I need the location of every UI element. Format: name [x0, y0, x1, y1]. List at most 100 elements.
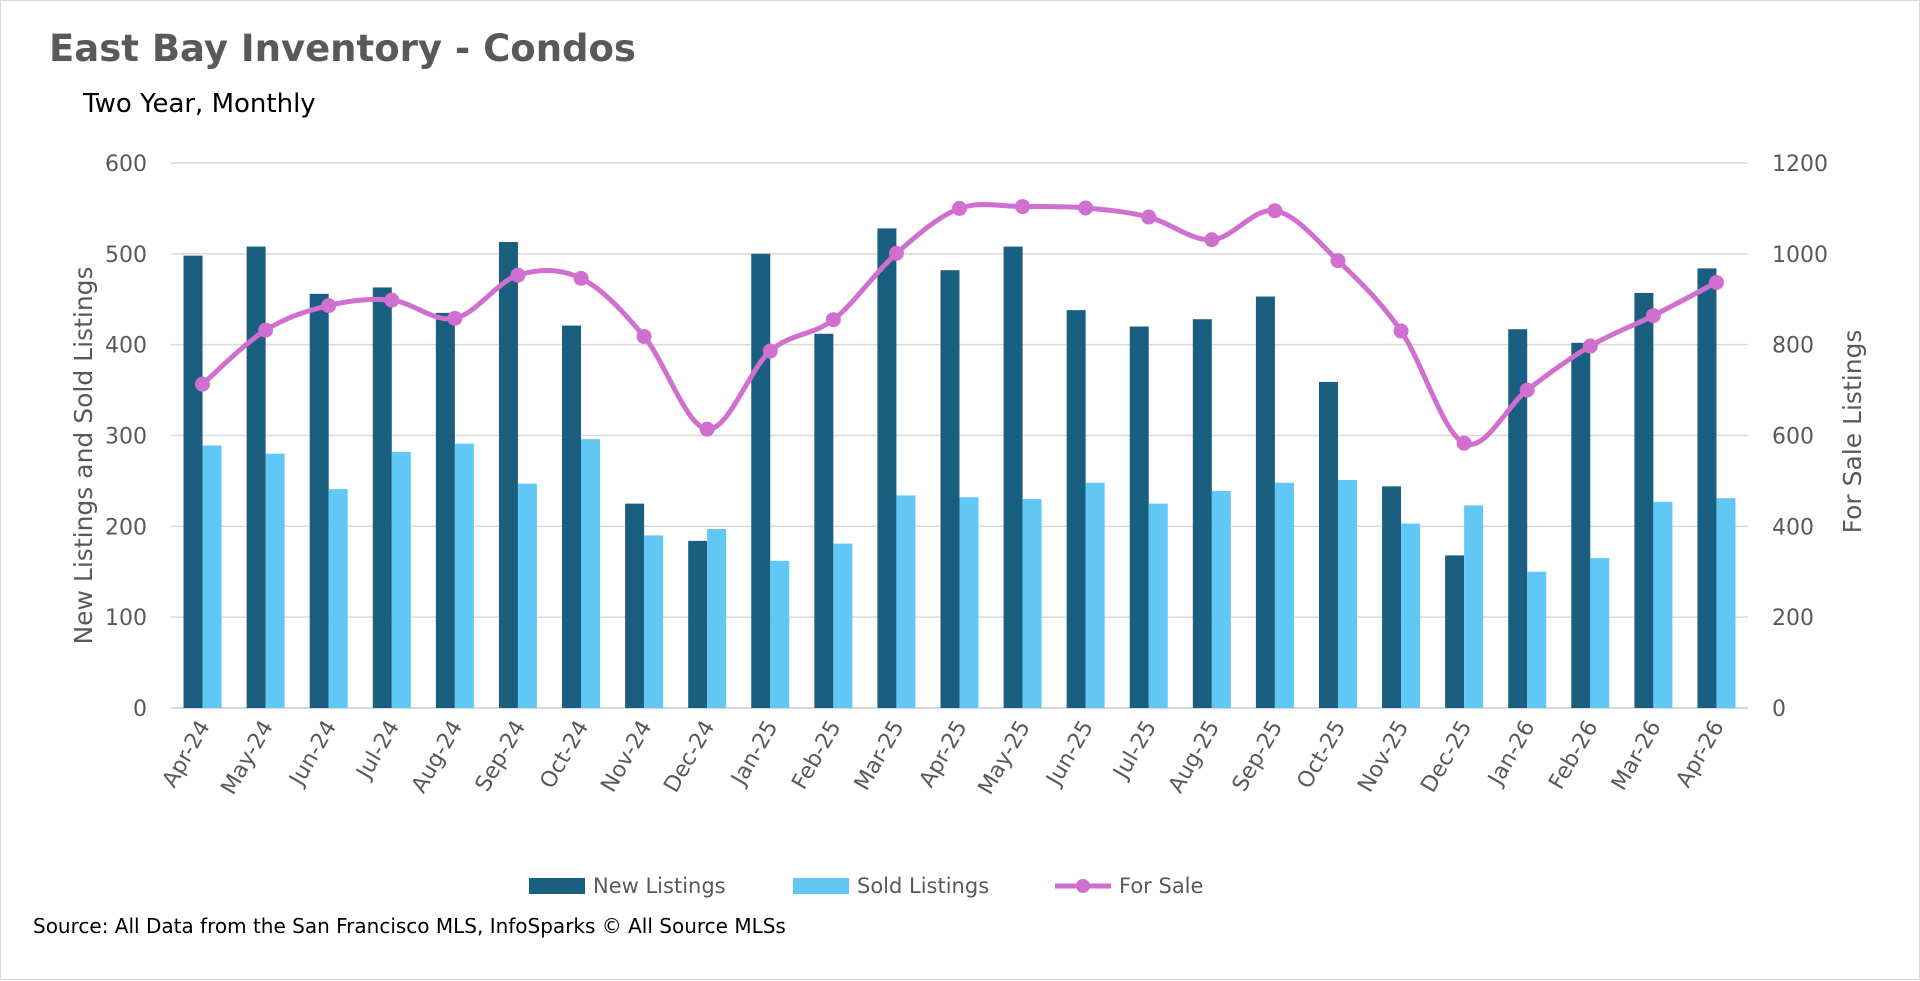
new-listings-bar	[498, 242, 518, 708]
x-tick-label: Sep-24	[471, 717, 531, 797]
for-sale-point	[1582, 338, 1598, 354]
for-sale-point	[1519, 382, 1535, 398]
new-listings-bar	[1445, 555, 1465, 708]
x-tick-label: Nov-25	[1353, 717, 1414, 797]
new-listings-swatch	[529, 878, 585, 894]
legend-item-new-listings: New Listings	[529, 871, 726, 901]
for-sale-point	[1141, 209, 1157, 225]
for-sale-point	[1393, 323, 1409, 339]
sold-listings-bar	[581, 439, 601, 708]
for-sale-point	[1267, 203, 1283, 219]
y-axis-title: New Listings and Sold Listings	[69, 266, 98, 644]
for-sale-point	[573, 270, 589, 286]
sold-listings-bar	[833, 543, 853, 708]
sold-listings-bar	[1085, 482, 1105, 708]
sold-listings-bar	[1527, 571, 1547, 708]
x-tick-label: Oct-24	[536, 717, 595, 794]
x-tick-label: Apr-25	[915, 717, 973, 792]
sold-listings-bar	[517, 483, 537, 708]
x-tick-label: May-25	[974, 717, 1036, 800]
sold-listings-bar	[1464, 505, 1484, 708]
chart-title: East Bay Inventory - Condos	[49, 27, 636, 70]
legend-label-for-sale: For Sale	[1119, 874, 1204, 898]
y2-tick-label: 0	[1772, 697, 1786, 722]
source-note: Source: All Data from the San Francisco …	[33, 914, 786, 938]
y-tick-label: 300	[105, 425, 147, 450]
new-listings-bar	[1634, 292, 1654, 708]
sold-listings-bar	[770, 560, 790, 708]
y2-tick-label: 600	[1772, 425, 1814, 450]
new-listings-bar	[751, 253, 771, 709]
new-listings-bar	[372, 287, 392, 708]
x-tick-label: Jun-25	[1041, 717, 1099, 792]
new-listings-bar	[1003, 246, 1023, 709]
x-tick-label: Dec-24	[659, 717, 720, 797]
new-listings-bar	[625, 503, 645, 708]
for-sale-point	[384, 292, 400, 308]
sold-listings-bar	[1148, 503, 1168, 708]
new-listings-bar	[1192, 319, 1212, 708]
y-tick-label: 400	[105, 334, 147, 359]
y-tick-label: 100	[105, 606, 147, 631]
sold-listings-bar	[707, 529, 727, 708]
new-listings-bar	[1129, 326, 1149, 708]
new-listings-bar	[1318, 381, 1338, 708]
x-tick-label: Apr-26	[1672, 717, 1730, 792]
sold-listings-bar	[265, 453, 285, 708]
new-listings-bar	[814, 333, 834, 708]
sold-listings-bar	[959, 497, 979, 708]
x-tick-label: Apr-24	[158, 717, 216, 792]
x-tick-label: May-24	[217, 717, 279, 800]
x-tick-label: Mar-25	[850, 717, 910, 795]
for-sale-point	[1078, 200, 1094, 216]
new-listings-bar	[1571, 342, 1591, 708]
sold-listings-bar	[1590, 558, 1610, 708]
y2-tick-label: 200	[1772, 606, 1814, 631]
y-tick-label: 0	[133, 697, 147, 722]
for-sale-point	[1330, 253, 1346, 269]
x-tick-label: Jul-24	[351, 717, 405, 785]
for-sale-point	[258, 322, 274, 338]
for-sale-point	[1456, 435, 1472, 451]
sold-listings-swatch	[793, 878, 849, 894]
for-sale-point	[510, 267, 526, 283]
x-tick-label: Jul-25	[1108, 717, 1162, 785]
legend-item-sold-listings: Sold Listings	[793, 871, 989, 901]
for-sale-point	[321, 298, 337, 314]
sold-listings-bar	[1401, 523, 1421, 708]
y2-axis-title: For Sale Listings	[1838, 330, 1867, 534]
x-tick-label: Jan-25	[726, 717, 784, 792]
chart-subtitle: Two Year, Monthly	[83, 89, 316, 119]
sold-listings-bar	[1211, 490, 1231, 708]
bars	[183, 228, 1736, 709]
for-sale-point	[1645, 308, 1661, 324]
y2-tick-label: 800	[1772, 334, 1814, 359]
sold-listings-bar	[1274, 482, 1294, 708]
sold-listings-bar	[1653, 501, 1673, 708]
x-tick-label: Jan-26	[1483, 717, 1541, 792]
x-tick-label: Oct-25	[1293, 717, 1352, 794]
new-listings-bar	[1508, 329, 1528, 708]
sold-listings-bar	[644, 535, 664, 708]
new-listings-bar	[1066, 310, 1086, 708]
y-tick-label: 500	[105, 243, 147, 268]
new-listings-bar	[1382, 486, 1402, 708]
new-listings-bar	[1697, 268, 1717, 708]
y2-tick-label: 400	[1772, 515, 1814, 540]
for-sale-swatch	[1055, 879, 1111, 893]
sold-listings-bar	[202, 445, 222, 708]
legend: New Listings Sold Listings For Sale	[1, 871, 1920, 901]
for-sale-point	[952, 200, 967, 216]
y2-tick-label: 1200	[1772, 152, 1828, 177]
x-tick-label: Feb-25	[787, 717, 846, 794]
for-sale-point	[1708, 274, 1724, 290]
legend-label-new-listings: New Listings	[593, 874, 726, 898]
for-sale-point	[699, 421, 715, 437]
new-listings-bar	[183, 255, 203, 708]
new-listings-bar	[940, 270, 960, 708]
sold-listings-bar	[1337, 480, 1357, 708]
x-tick-label: Nov-24	[597, 717, 658, 797]
sold-listings-bar	[391, 451, 411, 708]
y-tick-label: 600	[105, 152, 147, 177]
